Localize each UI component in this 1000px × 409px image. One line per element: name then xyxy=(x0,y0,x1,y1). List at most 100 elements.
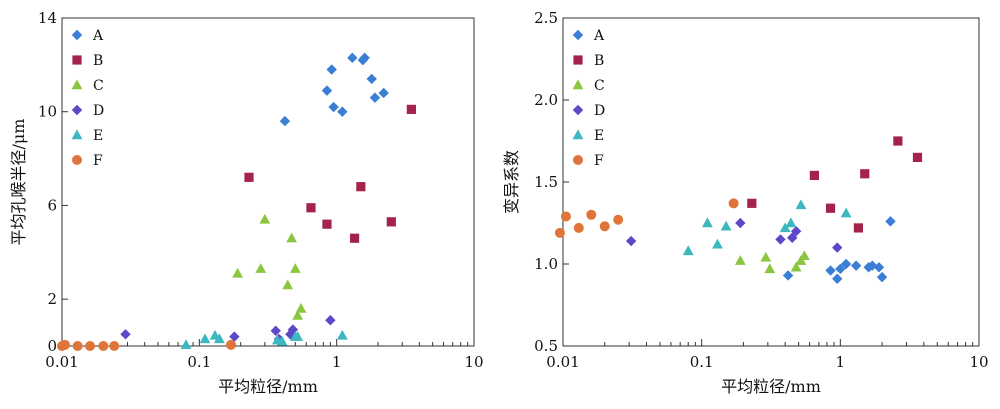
data-point-f xyxy=(72,341,83,351)
y-tick-label: 1.5 xyxy=(534,173,558,191)
data-point-d xyxy=(120,329,131,340)
data-point-a xyxy=(359,52,370,64)
legend-label-c: C xyxy=(594,78,605,94)
data-point-c xyxy=(798,250,810,260)
data-point-a xyxy=(369,92,381,103)
legend-marker-c xyxy=(71,79,83,90)
legend-label-a: A xyxy=(92,28,104,44)
data-point-c xyxy=(259,213,271,224)
data-point-f xyxy=(573,222,584,233)
legend-label-d: D xyxy=(594,103,605,119)
data-point-b xyxy=(306,203,316,213)
series-f xyxy=(57,339,236,351)
legend-label-d: D xyxy=(93,103,104,119)
y-tick-label: 6 xyxy=(47,196,57,214)
data-point-f xyxy=(613,214,624,225)
data-point-a xyxy=(832,273,843,284)
y-tick-label: 2.0 xyxy=(534,91,558,109)
data-point-a xyxy=(366,73,377,85)
legend-marker-d xyxy=(71,104,83,116)
x-tick-label: 0.01 xyxy=(45,353,78,371)
legend-label-f: F xyxy=(93,153,103,169)
data-point-c xyxy=(760,251,772,262)
plot-frame xyxy=(562,17,980,347)
data-point-f xyxy=(599,221,610,232)
legend-label-e: E xyxy=(594,128,604,144)
x-tick-label: 10 xyxy=(464,353,483,371)
data-point-c xyxy=(292,309,304,320)
data-point-a xyxy=(326,64,337,75)
data-point-b xyxy=(747,198,757,208)
data-point-e xyxy=(292,331,304,341)
data-point-c xyxy=(295,302,307,313)
data-point-a xyxy=(782,270,794,281)
y-tick-label: 0 xyxy=(47,337,57,355)
data-point-c xyxy=(282,279,294,290)
data-point-d xyxy=(832,242,843,253)
y-tick-label: 1.0 xyxy=(534,255,558,273)
plot-frame xyxy=(61,17,475,347)
data-point-d xyxy=(775,234,786,245)
data-point-a xyxy=(850,260,862,271)
series-c xyxy=(232,213,307,320)
series-a xyxy=(782,216,896,284)
data-point-c xyxy=(795,255,807,265)
legend-label-c: C xyxy=(93,78,104,94)
data-point-b xyxy=(853,223,864,233)
data-point-e xyxy=(779,222,791,233)
data-point-f xyxy=(98,341,109,351)
series-c xyxy=(734,250,810,274)
data-point-a xyxy=(337,106,348,117)
series-d xyxy=(120,315,336,345)
data-point-c xyxy=(255,263,267,273)
series-e xyxy=(180,329,348,350)
data-point-f xyxy=(85,341,96,351)
x-tick-label: 1 xyxy=(332,353,342,371)
data-point-e xyxy=(720,220,732,231)
y-tick-label: 0.5 xyxy=(534,337,558,355)
data-point-a xyxy=(347,52,358,64)
data-point-a xyxy=(873,262,885,273)
x-tick-label: 0.1 xyxy=(690,353,714,371)
data-point-f xyxy=(560,211,571,222)
y-tick-label: 10 xyxy=(38,103,57,121)
data-point-d xyxy=(787,232,798,243)
x-tick-label: 0.01 xyxy=(546,353,579,371)
data-point-a xyxy=(876,271,888,283)
series-d xyxy=(625,217,843,253)
data-point-a xyxy=(835,263,846,275)
data-point-b xyxy=(860,169,870,179)
legend-marker-b xyxy=(573,55,583,65)
data-point-c xyxy=(734,255,746,265)
data-point-e xyxy=(795,199,807,210)
data-point-b xyxy=(322,219,332,229)
data-point-e xyxy=(336,329,348,340)
data-point-e xyxy=(840,207,852,218)
legend-marker-c xyxy=(572,79,584,90)
data-point-b xyxy=(386,217,396,227)
data-point-b xyxy=(349,233,360,243)
legend-marker-f xyxy=(72,155,82,165)
legend-marker-a xyxy=(572,29,584,41)
legend-label-a: A xyxy=(593,28,605,44)
legend-marker-b xyxy=(72,55,82,65)
legend-label-e: E xyxy=(93,128,103,144)
data-point-c xyxy=(764,263,776,274)
legend-label-f: F xyxy=(594,153,604,169)
series-b xyxy=(747,136,923,233)
data-point-b xyxy=(356,182,366,192)
y-axis-title: 平均孔喉半径/μm xyxy=(9,119,28,246)
data-point-d xyxy=(735,217,746,229)
series-b xyxy=(244,104,416,243)
series-a xyxy=(279,52,389,127)
data-point-b xyxy=(244,172,254,182)
series-f xyxy=(554,198,739,238)
data-point-f xyxy=(586,209,597,220)
data-point-a xyxy=(885,216,896,227)
data-point-f xyxy=(728,198,739,209)
data-point-a xyxy=(321,85,333,96)
